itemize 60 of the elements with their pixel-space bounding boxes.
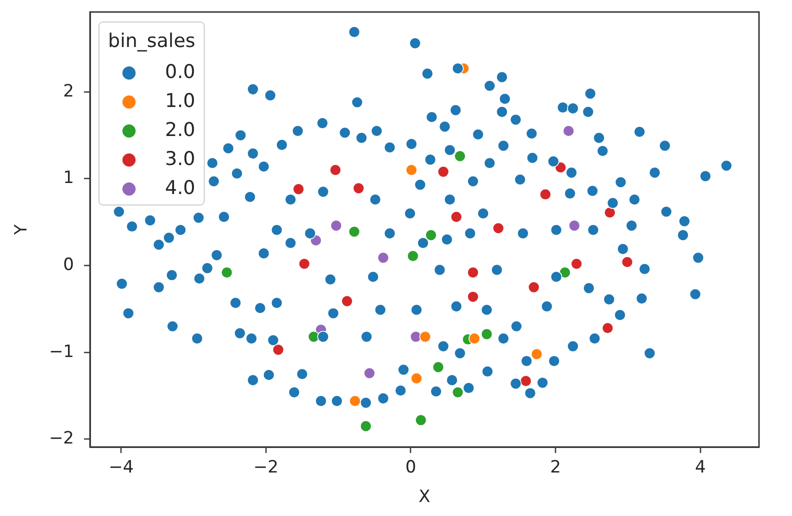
point: [520, 375, 532, 387]
legend-label: 2.0: [165, 118, 196, 141]
point: [352, 182, 365, 194]
point: [407, 250, 419, 262]
y-tick-label: −2: [48, 428, 74, 449]
y-axis-title: Y: [12, 224, 32, 236]
point: [467, 290, 479, 303]
point: [406, 164, 418, 176]
point: [414, 414, 427, 426]
point: [530, 348, 543, 360]
point: [330, 164, 342, 176]
x-tick-label: 4: [694, 458, 706, 478]
y-tick-label: −1: [48, 342, 74, 362]
point: [528, 281, 540, 294]
point: [360, 420, 372, 432]
point: [364, 367, 376, 380]
point: [437, 166, 450, 178]
point: [562, 125, 574, 137]
legend-label: 3.0: [165, 148, 196, 170]
point: [298, 258, 310, 270]
point: [348, 226, 360, 238]
point: [450, 211, 462, 223]
point: [220, 266, 233, 278]
point: [454, 150, 466, 162]
point: [341, 295, 353, 308]
point: [468, 332, 480, 344]
point: [330, 220, 342, 232]
x-tick-label: −4: [108, 458, 134, 478]
point: [452, 386, 464, 398]
point: [272, 344, 284, 356]
legend-label: 1.0: [165, 90, 196, 112]
point: [377, 252, 390, 264]
y-tick-label: 0: [63, 254, 74, 275]
point: [308, 330, 320, 343]
point: [604, 206, 616, 218]
point: [554, 162, 567, 174]
legend-label: 0.0: [165, 60, 196, 83]
y-tick-label: 2: [63, 81, 74, 102]
y-tick-label: 1: [63, 168, 74, 188]
point: [602, 322, 614, 334]
x-tick-label: −2: [253, 458, 278, 478]
point: [425, 229, 437, 242]
point: [292, 183, 304, 196]
point: [480, 328, 493, 340]
point: [568, 220, 580, 232]
point: [419, 330, 432, 343]
point: [540, 188, 552, 200]
point: [570, 258, 582, 270]
legend-title: bin_sales: [108, 30, 196, 52]
x-tick-label: 2: [550, 458, 561, 478]
point: [559, 266, 571, 278]
point: [410, 372, 422, 384]
x-tick-label: 0: [405, 458, 416, 478]
x-axis-title: X: [418, 487, 431, 508]
point: [467, 266, 479, 278]
point: [349, 395, 361, 407]
point: [621, 256, 634, 268]
point: [492, 222, 504, 234]
legend-label: 4.0: [165, 176, 196, 199]
point: [432, 361, 444, 374]
